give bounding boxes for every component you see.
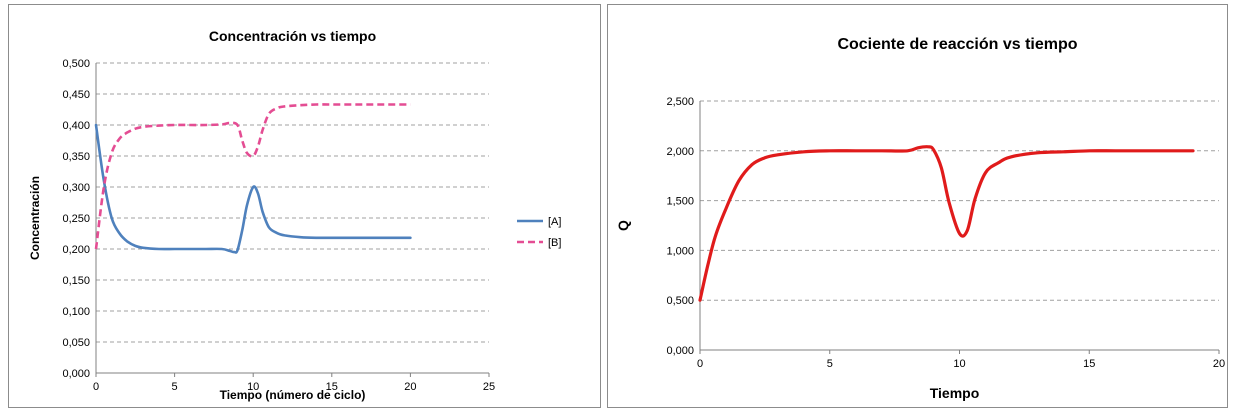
series-line-0 xyxy=(698,145,1195,302)
y-tick-label: 0,100 xyxy=(62,306,90,318)
legend-label: [B] xyxy=(548,237,561,249)
reaction-quotient-chart-panel: Cociente de reacción vs tiempo 0,000 0,500… xyxy=(607,4,1228,408)
y-axis-label: Concentración xyxy=(28,176,42,260)
legend-label: [A] xyxy=(548,216,561,228)
y-tick-label: 0,050 xyxy=(62,337,90,349)
x-tick-label: 20 xyxy=(1213,358,1225,370)
y-tick-label: 0,250 xyxy=(62,213,90,225)
y-axis-label: Q xyxy=(615,220,631,231)
y-tick-label: 0,500 xyxy=(62,58,90,70)
x-tick-label: 15 xyxy=(326,381,338,393)
y-tick-label: 0,500 xyxy=(666,295,694,307)
concentration-chart: Concentración vs tiempo 0,000 0,050 0,100 0,… xyxy=(28,28,561,402)
y-tick-label: 0,000 xyxy=(62,368,90,380)
y-tick-label: 2,500 xyxy=(666,96,694,108)
x-axis-label: Tiempo (número de ciclo) xyxy=(220,388,366,402)
y-tick-label: 2,000 xyxy=(666,146,694,158)
y-tick-label: 0,400 xyxy=(62,120,90,132)
x-tick-label: 15 xyxy=(1083,358,1095,370)
chart-title: Cociente de reacción vs tiempo xyxy=(837,36,1077,53)
y-tick-label: 0,450 xyxy=(62,89,90,101)
x-tick-label: 0 xyxy=(697,358,703,370)
x-tick-label: 10 xyxy=(247,381,259,393)
reaction-quotient-chart: Cociente de reacción vs tiempo 0,000 0,500… xyxy=(615,36,1225,401)
y-tick-label: 1,000 xyxy=(666,245,694,257)
y-tick-label: 0,150 xyxy=(62,275,90,287)
x-tick-label: 25 xyxy=(483,381,495,393)
x-tick-label: 0 xyxy=(93,381,99,393)
concentration-chart-panel: Concentración vs tiempo 0,000 0,050 0,100 0,… xyxy=(8,4,601,408)
chart-title: Concentración vs tiempo xyxy=(209,28,376,44)
y-tick-label: 0,350 xyxy=(62,151,90,163)
y-tick-label: 0,300 xyxy=(62,182,90,194)
x-tick-label: 5 xyxy=(827,358,833,370)
y-tick-label: 0,000 xyxy=(666,345,694,357)
series-line-1 xyxy=(94,103,411,250)
x-tick-label: 5 xyxy=(172,381,178,393)
x-tick-label: 20 xyxy=(404,381,416,393)
y-tick-label: 0,200 xyxy=(62,244,90,256)
x-tick-label: 10 xyxy=(953,358,965,370)
y-tick-label: 1,500 xyxy=(666,196,694,208)
x-axis-label: Tiempo xyxy=(930,385,980,401)
series-line-0 xyxy=(94,123,412,254)
